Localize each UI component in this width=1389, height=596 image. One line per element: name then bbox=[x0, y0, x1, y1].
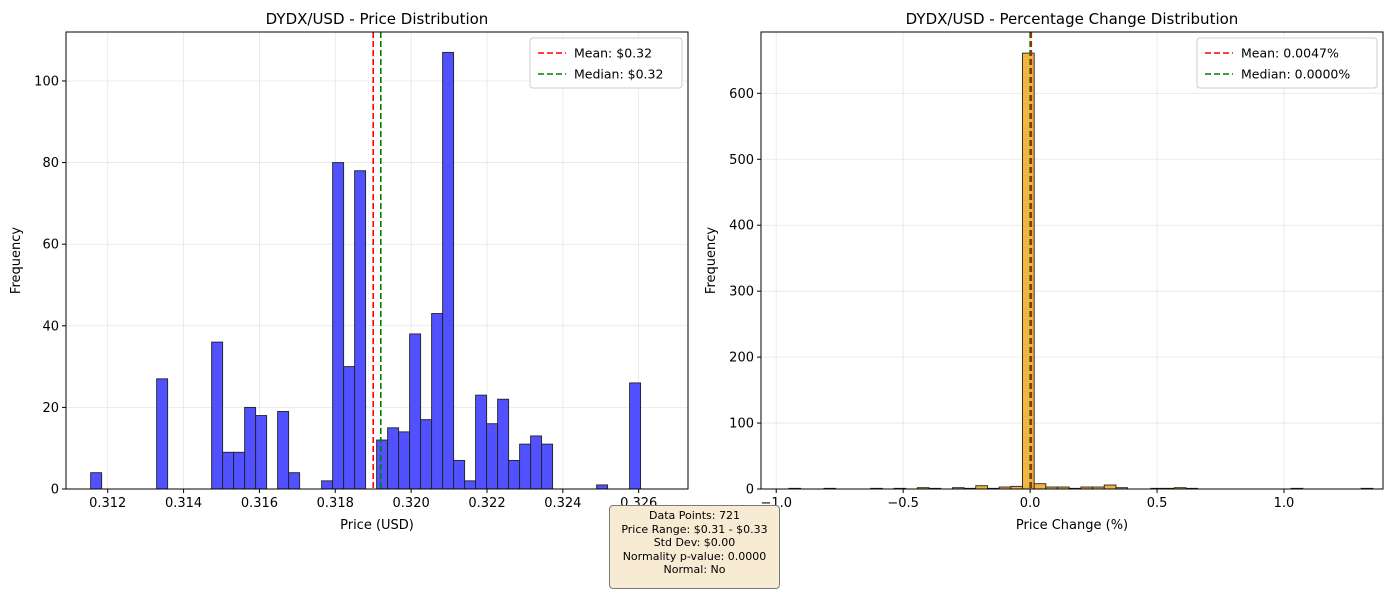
legend-median-label: Median: 0.0000% bbox=[1241, 67, 1350, 82]
stats-normal: Normal: No bbox=[663, 563, 726, 577]
histogram-bar bbox=[376, 439, 389, 490]
histogram-bar bbox=[1033, 483, 1047, 490]
histogram-bar bbox=[596, 484, 609, 490]
histogram-bar bbox=[288, 472, 301, 490]
histogram-bar bbox=[332, 162, 345, 490]
histogram-bar bbox=[442, 51, 455, 490]
histogram-bar bbox=[255, 415, 268, 490]
histogram-bar bbox=[1103, 484, 1117, 490]
stats-normality-p-value: Normality p-value: 0.0000 bbox=[622, 549, 767, 563]
histogram-bar bbox=[475, 394, 488, 490]
histogram-bar bbox=[277, 411, 290, 490]
x-tick-label: −0.5 bbox=[887, 496, 919, 511]
x-tick-label: 0.322 bbox=[468, 496, 505, 511]
histogram-bar bbox=[387, 427, 400, 490]
histogram-bar bbox=[156, 378, 169, 490]
y-tick-label: 60 bbox=[42, 238, 59, 253]
stats-data-points: Data Points: 721 bbox=[648, 509, 740, 522]
chart-title: DYDX/USD - Price Distribution bbox=[266, 10, 489, 28]
plot-frame bbox=[65, 31, 689, 490]
histogram-bar bbox=[343, 366, 356, 490]
plot-frame bbox=[760, 31, 1384, 490]
histogram-bar bbox=[222, 451, 235, 490]
histogram-bar bbox=[420, 419, 433, 490]
x-tick-label: 0.316 bbox=[241, 496, 278, 511]
legend-mean-label: Mean: 0.0047% bbox=[1241, 46, 1339, 61]
histogram-bar bbox=[486, 423, 499, 490]
y-tick-label: 500 bbox=[729, 153, 754, 168]
chart-panel-2: −1.0 −0.5 0.0 0.5 1.00100200300400500600DYDX… bbox=[704, 10, 1384, 533]
y-tick-label: 100 bbox=[729, 417, 754, 432]
histogram-bar bbox=[354, 170, 367, 490]
legend-box bbox=[529, 37, 683, 89]
histogram-bar bbox=[508, 459, 521, 490]
y-axis-label: Frequency bbox=[704, 227, 719, 294]
histogram-bar bbox=[497, 398, 510, 490]
histogram-bar bbox=[398, 431, 411, 490]
histogram-bar bbox=[233, 451, 246, 490]
histogram-bar bbox=[244, 406, 257, 490]
histogram-bar bbox=[321, 480, 334, 490]
x-tick-label: 0.318 bbox=[317, 496, 354, 511]
histogram-bar bbox=[431, 313, 444, 490]
y-tick-label: 200 bbox=[729, 351, 754, 366]
chart-title: DYDX/USD - Percentage Change Distributio… bbox=[906, 10, 1239, 28]
x-tick-label: 0.5 bbox=[1147, 496, 1168, 511]
y-tick-label: 100 bbox=[34, 74, 59, 89]
y-tick-label: 300 bbox=[729, 285, 754, 300]
stats-std-dev: Std Dev: $0.00 bbox=[653, 536, 736, 550]
legend-box bbox=[1196, 37, 1378, 89]
histogram-bar bbox=[541, 443, 554, 490]
y-tick-label: 0 bbox=[746, 483, 754, 498]
stats-box: Data Points: 721 Price Range: $0.31 - $0… bbox=[609, 505, 780, 589]
histogram-bar bbox=[519, 443, 532, 490]
legend: Mean: 0.0047% Median: 0.0000% bbox=[1196, 37, 1378, 89]
legend-median-label: Median: $0.32 bbox=[574, 67, 663, 82]
stats-price-range: Price Range: $0.31 - $0.33 bbox=[621, 522, 768, 536]
y-tick-label: 40 bbox=[42, 319, 59, 334]
x-tick-label: 0.312 bbox=[89, 496, 126, 511]
x-tick-label: 0.320 bbox=[393, 496, 430, 511]
y-tick-label: 20 bbox=[42, 401, 59, 416]
y-axis-label: Frequency bbox=[9, 227, 24, 294]
histogram-bar bbox=[1022, 52, 1035, 490]
x-tick-label: 1.0 bbox=[1274, 496, 1295, 511]
x-tick-label: 0.314 bbox=[165, 496, 202, 511]
y-tick-label: 600 bbox=[729, 87, 754, 102]
legend: Mean: $0.32 Median: $0.32 bbox=[529, 37, 683, 89]
histogram-bar bbox=[464, 480, 477, 490]
x-tick-label: 0.0 bbox=[1020, 496, 1041, 511]
histogram-bar bbox=[530, 435, 543, 490]
y-tick-label: 80 bbox=[42, 156, 59, 171]
histogram-bar bbox=[629, 382, 642, 490]
x-axis-label: Price (USD) bbox=[340, 518, 414, 533]
legend-mean-label: Mean: $0.32 bbox=[574, 46, 652, 61]
histogram-bar bbox=[409, 333, 422, 490]
x-axis-label: Price Change (%) bbox=[1016, 518, 1128, 533]
y-tick-label: 400 bbox=[729, 219, 754, 234]
histogram-bar bbox=[211, 341, 224, 490]
histogram-bar bbox=[90, 472, 103, 490]
histogram-bar bbox=[453, 459, 466, 490]
x-tick-label: 0.324 bbox=[544, 496, 581, 511]
y-tick-label: 0 bbox=[51, 483, 59, 498]
chart-panel-1: 0.312 0.314 0.316 0.318 0.320 0.322 0.324 0.326… bbox=[9, 10, 689, 533]
